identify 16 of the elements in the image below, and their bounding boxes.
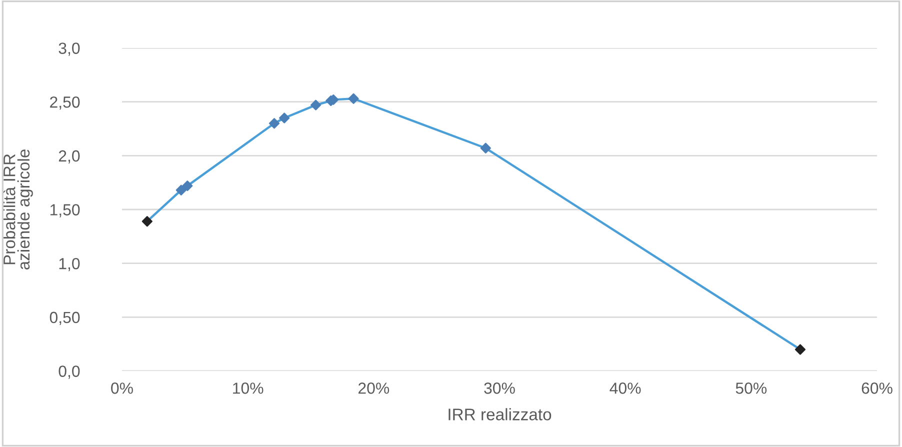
- x-tick-label: 50%: [736, 382, 767, 394]
- x-tick-label: 60%: [862, 382, 892, 394]
- y-tick-label: 1,50: [50, 204, 80, 218]
- x-tick-label: 20%: [358, 382, 390, 394]
- y-tick-label: 1,0: [59, 258, 80, 272]
- x-tick-label: 30%: [484, 382, 515, 394]
- x-tick-label: 0%: [111, 382, 133, 394]
- y-tick-label: 3,0: [58, 42, 80, 56]
- y-tick-label: 2,0: [58, 150, 80, 164]
- x-axis-title: IRR realizzato: [448, 408, 552, 420]
- y-tick-label: 0,0: [58, 366, 80, 379]
- x-tick-label: 10%: [233, 382, 264, 394]
- y-tick-label: 2,50: [50, 96, 80, 110]
- x-tick-label: 40%: [610, 382, 641, 394]
- y-axis-title: Probabilità IRR aziende agricole: [2, 150, 33, 270]
- y-tick-label: 0,50: [50, 312, 80, 325]
